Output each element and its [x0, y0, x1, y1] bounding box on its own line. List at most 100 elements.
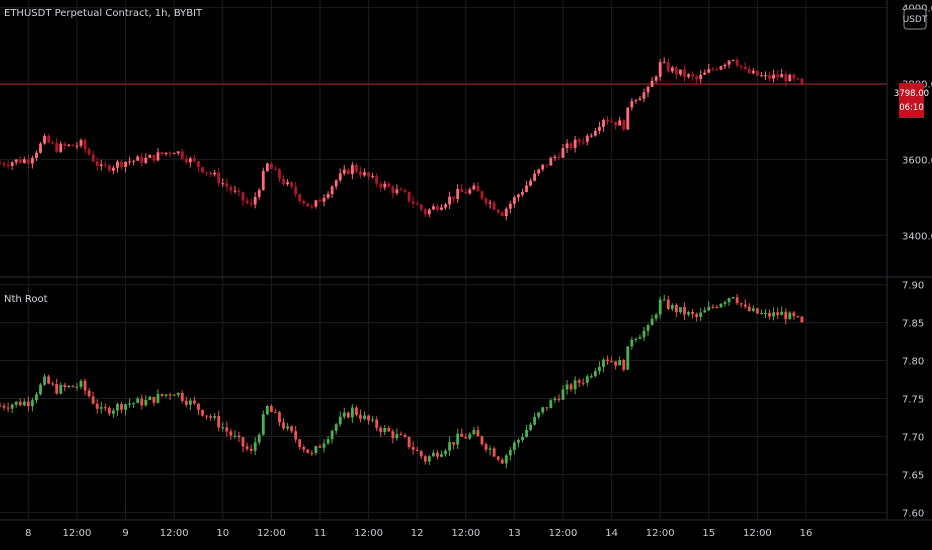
price-candle-body — [606, 119, 609, 122]
price-candle-body — [581, 141, 585, 143]
price-candle-body — [87, 149, 91, 155]
price-candle-body — [375, 176, 379, 184]
price-candle-body — [557, 156, 561, 158]
indicator-candle-body — [419, 450, 423, 457]
price-candle-body — [197, 161, 200, 168]
indicator-axis-label: 7.60 — [902, 508, 924, 519]
price-candle-body — [14, 159, 18, 163]
price-candle-body — [346, 169, 350, 175]
price-candle-body — [257, 190, 261, 197]
indicator-candle-body — [666, 299, 670, 309]
price-candle-body — [2, 163, 6, 165]
indicator-candle-body — [727, 298, 731, 303]
price-candle-body — [298, 194, 302, 202]
price-candle-body — [188, 158, 192, 163]
indicator-candle-body — [760, 313, 763, 315]
indicator-candle-body — [71, 385, 75, 388]
price-candle-body — [727, 60, 731, 65]
indicator-candle-body — [99, 407, 103, 409]
indicator-candle-body — [205, 415, 208, 417]
price-candle-body — [500, 212, 504, 217]
price-candle-body — [192, 158, 196, 162]
indicator-candle-body — [59, 384, 63, 394]
indicator-candle-body — [79, 380, 83, 387]
price-candle-body — [156, 152, 160, 161]
price-candle-body — [796, 78, 800, 80]
symbol-title[interactable]: ETHUSDT Perpetual Contract, 1h, BYBIT — [4, 8, 203, 19]
indicator-candle-body — [460, 433, 464, 437]
price-candle-body — [618, 120, 622, 126]
indicator-candle-body — [606, 359, 609, 362]
price-candle-body — [776, 74, 780, 78]
currency-button[interactable]: USDT — [903, 8, 928, 30]
indicator-candle-body — [683, 307, 686, 315]
indicator-candle-body — [472, 430, 476, 435]
indicator-candle-body — [549, 400, 553, 409]
price-candle-body — [772, 74, 776, 79]
price-candle-body — [75, 145, 79, 147]
price-candle-body — [456, 189, 460, 199]
indicator-candle-body — [269, 405, 273, 412]
indicator-title[interactable]: Nth Root — [4, 294, 48, 305]
price-candle-body — [399, 189, 403, 191]
price-candle-body — [363, 172, 366, 176]
price-candle-body — [302, 201, 306, 204]
price-candle-body — [286, 182, 289, 185]
indicator-candle-body — [192, 400, 196, 404]
price-candle-body — [371, 176, 375, 178]
indicator-candle-body — [237, 435, 241, 438]
price-candle-body — [484, 198, 488, 204]
price-candle-body — [598, 126, 601, 131]
price-candle-body — [504, 208, 508, 217]
indicator-candle-body — [233, 435, 237, 437]
price-candle-body — [423, 209, 427, 215]
price-candle-body — [314, 200, 318, 207]
price-candle-body — [355, 164, 358, 172]
indicator-candles — [0, 294, 804, 469]
indicator-candle-body — [423, 456, 427, 462]
time-axis-label: 16 — [800, 528, 813, 539]
indicator-candle-body — [780, 311, 784, 316]
price-candle-body — [707, 69, 711, 73]
price-candle-body — [18, 159, 22, 163]
time-axis-label: 12 — [411, 528, 424, 539]
indicator-candle-body — [278, 412, 281, 423]
indicator-candle-body — [415, 449, 419, 451]
indicator-candle-body — [658, 299, 662, 315]
indicator-candle-body — [630, 339, 634, 347]
indicator-candle-body — [553, 398, 557, 401]
price-candle-body — [460, 189, 464, 192]
price-candle-body — [383, 183, 387, 188]
indicator-candle-body — [87, 390, 91, 397]
indicator-candle-body — [610, 361, 614, 363]
price-candle-body — [512, 197, 516, 204]
price-candle-body — [237, 190, 241, 193]
time-axis-label: 9 — [122, 528, 128, 539]
indicator-candle-body — [371, 419, 375, 421]
indicator-candle-body — [573, 380, 577, 390]
indicator-axis-label: 7.75 — [902, 395, 924, 406]
price-candle-body — [683, 69, 686, 77]
indicator-candle-body — [440, 454, 443, 457]
price-candle-body — [79, 140, 83, 146]
time-axis-label: 14 — [605, 528, 618, 539]
price-candle-body — [695, 76, 699, 80]
price-candle-body — [387, 183, 391, 187]
price-candle-body — [205, 172, 208, 174]
indicator-candle-body — [63, 384, 67, 387]
indicator-candle-body — [201, 409, 204, 416]
price-candle-body — [318, 200, 322, 202]
price-candle-body — [743, 66, 747, 69]
price-candle-body — [128, 161, 132, 163]
indicator-candle-body — [662, 299, 666, 301]
indicator-candle-body — [484, 444, 488, 450]
indicator-candle-body — [209, 416, 213, 418]
price-candle-body — [687, 74, 690, 77]
price-candle-body — [30, 158, 34, 164]
price-candle-body — [107, 165, 111, 171]
indicator-candle-body — [508, 449, 512, 456]
price-candle-body — [391, 186, 395, 193]
indicator-candle-body — [363, 415, 366, 419]
indicator-axis-label: 7.90 — [902, 281, 924, 292]
